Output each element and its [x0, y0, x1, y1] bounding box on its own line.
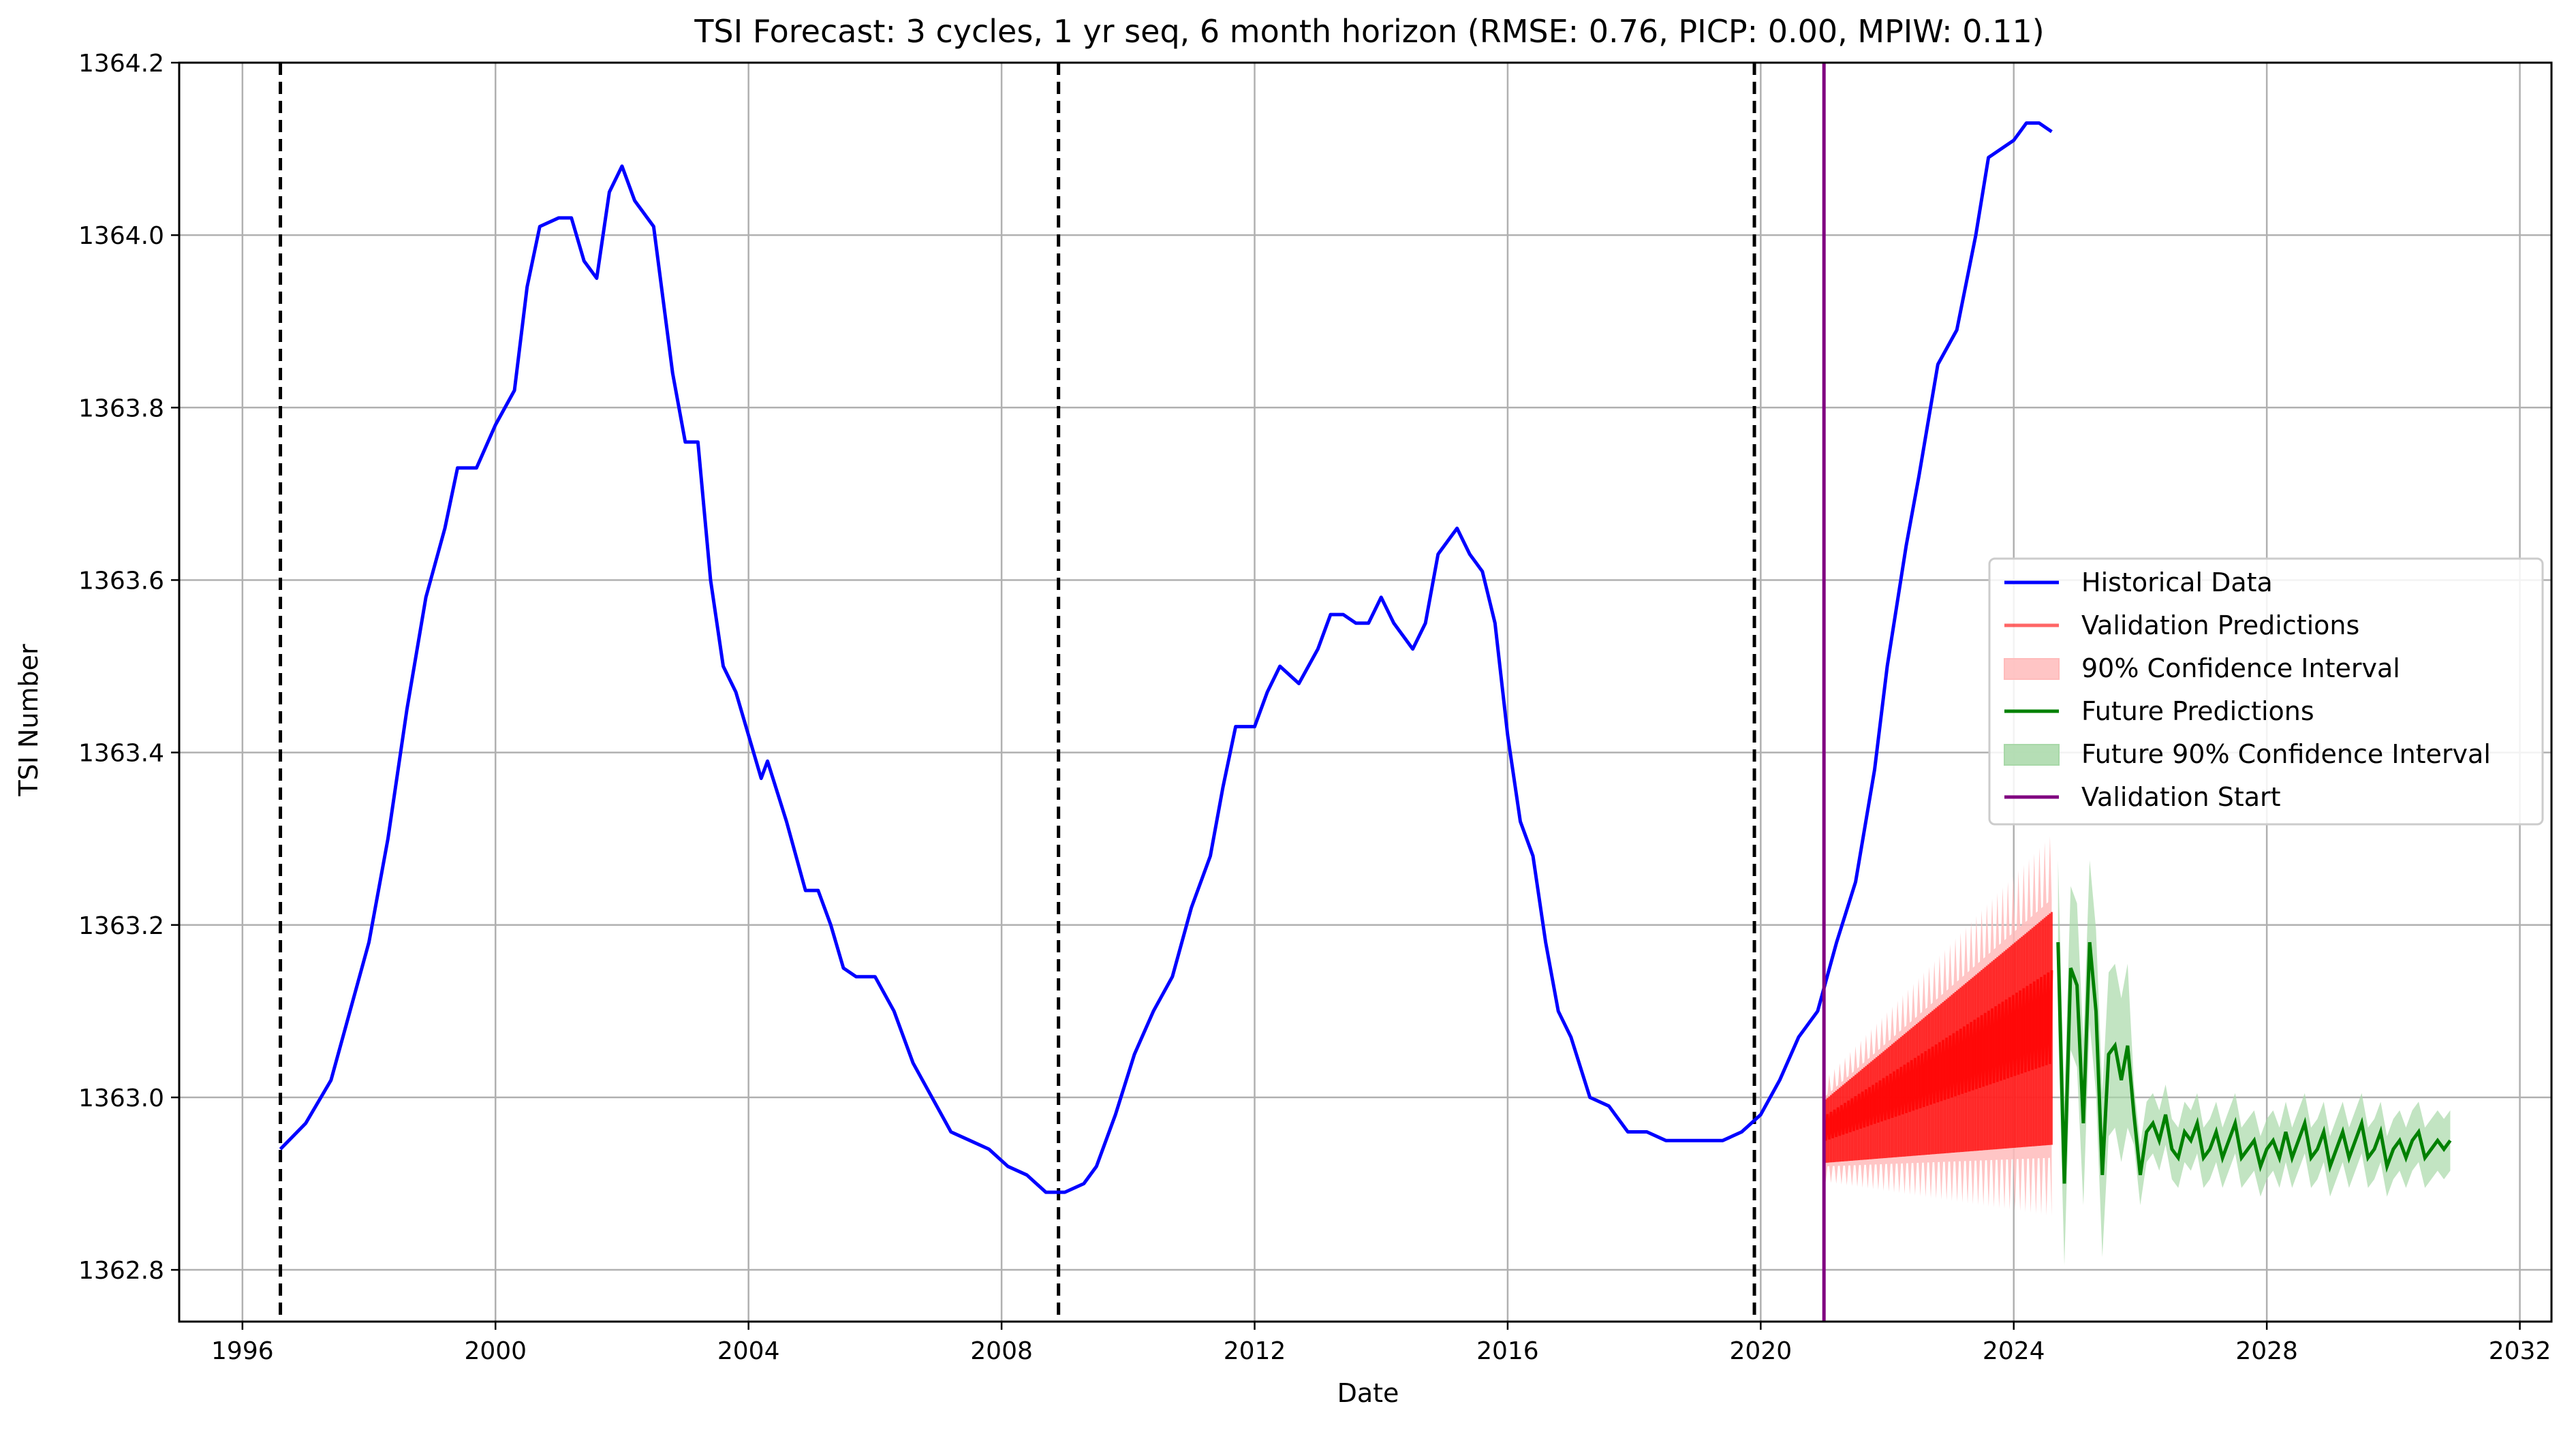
y-tick-label: 1363.8 — [78, 394, 164, 422]
series-lines — [279, 63, 2452, 1322]
x-tick-label: 2000 — [464, 1337, 527, 1365]
y-tick-label: 1363.6 — [78, 567, 164, 595]
legend-label: Future 90% Confidence Interval — [2081, 739, 2491, 769]
legend-swatch — [2004, 744, 2060, 766]
future-prediction-line — [2056, 941, 2452, 1184]
x-tick-label: 2004 — [717, 1337, 780, 1365]
legend-label: Historical Data — [2081, 567, 2273, 597]
x-tick-label: 2032 — [2489, 1337, 2551, 1365]
legend-box — [1988, 557, 2544, 826]
y-tick-label: 1363.0 — [78, 1085, 164, 1112]
legend-label: Validation Predictions — [2081, 610, 2359, 640]
x-tick-label: 2024 — [1983, 1337, 2045, 1365]
legend-swatch — [2004, 658, 2060, 680]
x-tick-label: 2016 — [1476, 1337, 1539, 1365]
y-tick-label: 1364.2 — [78, 50, 164, 78]
axes: 1996 2000 2004 2008 2012 2016 2020 2024 2028 2032… — [78, 50, 2553, 1365]
plot-frame — [178, 61, 2553, 1323]
y-tick-label: 1364.0 — [78, 222, 164, 250]
historical-data-line — [279, 121, 2053, 1194]
x-tick-label: 2028 — [2235, 1337, 2298, 1365]
future-confidence-band — [2058, 860, 2451, 1266]
y-tick-label: 1363.4 — [78, 740, 164, 768]
x-tick-label: 2012 — [1224, 1337, 1286, 1365]
x-axis-label: Date — [1337, 1378, 1399, 1408]
chart-title: TSI Forecast: 3 cycles, 1 yr seq, 6 mont… — [694, 13, 2044, 50]
legend-label: Future Predictions — [2081, 696, 2314, 726]
y-tick-label: 1362.8 — [78, 1257, 164, 1285]
y-axis-label: TSI Number — [14, 644, 44, 797]
legend-label: Validation Start — [2081, 782, 2281, 812]
validation-prediction-line — [1822, 970, 2053, 1141]
legend-label: 90% Confidence Interval — [2081, 653, 2400, 683]
legend: Historical Data Validation Predictions 90%… — [1988, 557, 2544, 826]
y-tick-label: 1363.2 — [78, 912, 164, 940]
x-tick-label: 1996 — [211, 1337, 274, 1365]
x-tick-label: 2020 — [1730, 1337, 1793, 1365]
x-tick-label: 2008 — [970, 1337, 1033, 1365]
